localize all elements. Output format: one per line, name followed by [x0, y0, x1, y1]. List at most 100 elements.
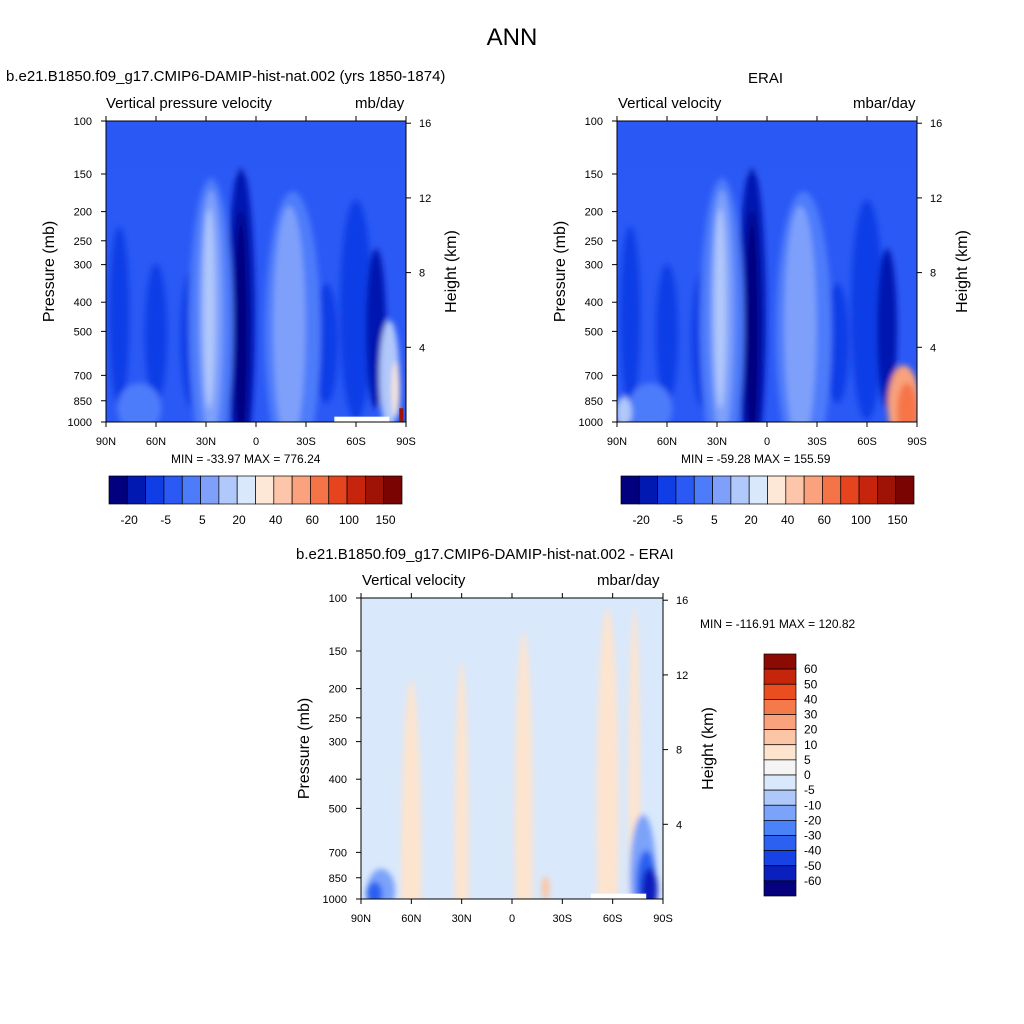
diff-xtick-label-2: 30N	[452, 913, 472, 925]
diff-colorbar-label-0: 60	[804, 662, 818, 676]
obs-colorbar-box-0	[620, 475, 640, 505]
obs-ytick-label-100: 100	[585, 116, 603, 128]
obs-stats: MIN = -59.28 MAX = 155.59	[681, 452, 831, 466]
obs-colorbar-box-4	[693, 475, 713, 505]
diff-ytick-label-100: 100	[329, 593, 347, 605]
model-y2tick-label-4: 4	[419, 342, 425, 354]
model-polar-max-strip	[399, 408, 404, 422]
model-colorbar-label-4: 40	[269, 513, 283, 527]
diff-colorbar-box-9	[763, 789, 797, 806]
obs-colorbar-label-5: 60	[818, 513, 832, 527]
model-nh-descent-inner	[203, 208, 216, 409]
diff-colorbar-box-4	[763, 714, 797, 730]
diff-stats: MIN = -116.91 MAX = 120.82	[700, 617, 856, 631]
diff-colorbar-box-0	[763, 653, 797, 670]
diff-panel-title: b.e21.B1850.f09_g17.CMIP6-DAMIP-hist-nat…	[296, 546, 674, 563]
diff-colorbar-box-15	[763, 880, 797, 897]
obs-xtick-label-1: 60N	[657, 436, 677, 448]
model-y2label: Height (km)	[443, 230, 460, 313]
model-colorbar-box-14	[365, 475, 385, 505]
model-colorbar-box-4	[181, 475, 201, 505]
diff-xtick-label-0: 90N	[351, 913, 371, 925]
obs-xtick-label-6: 90S	[907, 436, 927, 448]
obs-ytick-label-700: 700	[585, 370, 603, 382]
model-dark-column-0	[109, 226, 130, 407]
obs-colorbar-box-6	[730, 475, 750, 505]
diff-ytick-label-700: 700	[329, 847, 347, 859]
obs-colorbar-box-11	[822, 475, 842, 505]
diff-positive-band-0	[401, 679, 422, 899]
model-xtick-label-2: 30N	[196, 436, 216, 448]
diff-positive-band-1	[454, 662, 469, 899]
model-colorbar-box-8	[255, 475, 275, 505]
obs-axes: 100 150 200 250 300 400 500 700 850 1000 16 12 8 4 90N…	[552, 116, 971, 448]
diff-colorbar-label-12: -40	[804, 844, 822, 858]
model-field	[106, 121, 406, 422]
model-colorbar-label-2: 5	[199, 513, 206, 527]
model-colorbar-label-1: -5	[160, 513, 171, 527]
diff-colorbar-box-8	[763, 774, 797, 791]
model-colorbar-label-7: 150	[376, 513, 396, 527]
model-xtick-label-5: 60S	[346, 436, 366, 448]
obs-colorbar-label-0: -20	[632, 513, 650, 527]
obs-colorbar-box-14	[877, 475, 897, 505]
diff-colorbar-box-2	[763, 683, 797, 700]
diff-ytick-label-500: 500	[329, 803, 347, 815]
diff-positive-spot-1	[541, 876, 550, 899]
model-colorbar-box-11	[310, 475, 330, 505]
model-panel-title: b.e21.B1850.f09_g17.CMIP6-DAMIP-hist-nat…	[6, 68, 446, 85]
model-colorbar: -20 -5 5 20 40 60 100 150	[108, 475, 403, 527]
diff-colorbar-box-11	[763, 820, 797, 836]
diff-field	[361, 598, 663, 899]
obs-xtick-label-5: 60S	[857, 436, 877, 448]
diff-colorbar-label-6: 5	[804, 753, 811, 767]
obs-ytick-label-150: 150	[585, 169, 603, 181]
model-xtick-label-3: 0	[253, 436, 259, 448]
diff-y2tick-label-8: 8	[676, 745, 682, 757]
diff-colorbar-label-9: -10	[804, 798, 822, 812]
model-dark-column-1	[145, 263, 167, 404]
model-colorbar-box-5	[200, 475, 220, 505]
obs-y2label: Height (km)	[954, 230, 971, 313]
model-ytick-label-400: 400	[74, 297, 92, 309]
obs-colorbar-box-8	[767, 475, 787, 505]
model-dark-column-4	[340, 199, 372, 420]
model-xtick-label-4: 30S	[296, 436, 316, 448]
obs-dark-column-4	[851, 199, 883, 420]
diff-xtick-label-1: 60N	[401, 913, 421, 925]
obs-field-contours	[617, 121, 917, 422]
model-ytick-label-1000: 1000	[68, 417, 92, 429]
obs-colorbar-label-1: -5	[672, 513, 683, 527]
obs-polar-descent-inner	[897, 383, 917, 422]
obs-colorbar-box-5	[712, 475, 732, 505]
model-ytick-label-150: 150	[74, 169, 92, 181]
diff-colorbar-label-14: -60	[804, 874, 822, 888]
obs-y2tick-label-16: 16	[930, 118, 942, 130]
diff-colorbar-box-3	[763, 699, 797, 715]
model-colorbar-label-3: 20	[232, 513, 246, 527]
diff-missing-data-region	[590, 893, 647, 899]
diff-positive-band-2	[514, 632, 533, 899]
diff-colorbar-label-2: 40	[804, 692, 818, 706]
diff-colorbar-box-12	[763, 835, 797, 851]
model-colorbar-box-7	[236, 475, 256, 505]
model-polar-positive	[392, 361, 400, 418]
diff-y2label: Height (km)	[700, 707, 717, 790]
model-colorbar-box-0	[108, 475, 128, 505]
model-colorbar-box-12	[328, 475, 348, 505]
diff-xtick-label-5: 60S	[603, 913, 623, 925]
diff-nh-negative-inner	[366, 881, 383, 899]
obs-units-label: mbar/day	[853, 95, 916, 112]
diff-positive-band-4	[628, 608, 641, 899]
diff-ytick-label-850: 850	[329, 873, 347, 885]
obs-colorbar-label-3: 20	[744, 513, 758, 527]
diff-y2tick-label-12: 12	[676, 670, 688, 682]
obs-colorbar-box-10	[803, 475, 823, 505]
obs-nh-sfc-light	[628, 383, 673, 422]
diff-colorbar-label-10: -20	[804, 813, 822, 827]
obs-colorbar-box-1	[638, 475, 658, 505]
obs-dark-column-0	[620, 226, 641, 407]
obs-y2tick-label-8: 8	[930, 268, 936, 280]
model-colorbar-box-6	[218, 475, 238, 505]
